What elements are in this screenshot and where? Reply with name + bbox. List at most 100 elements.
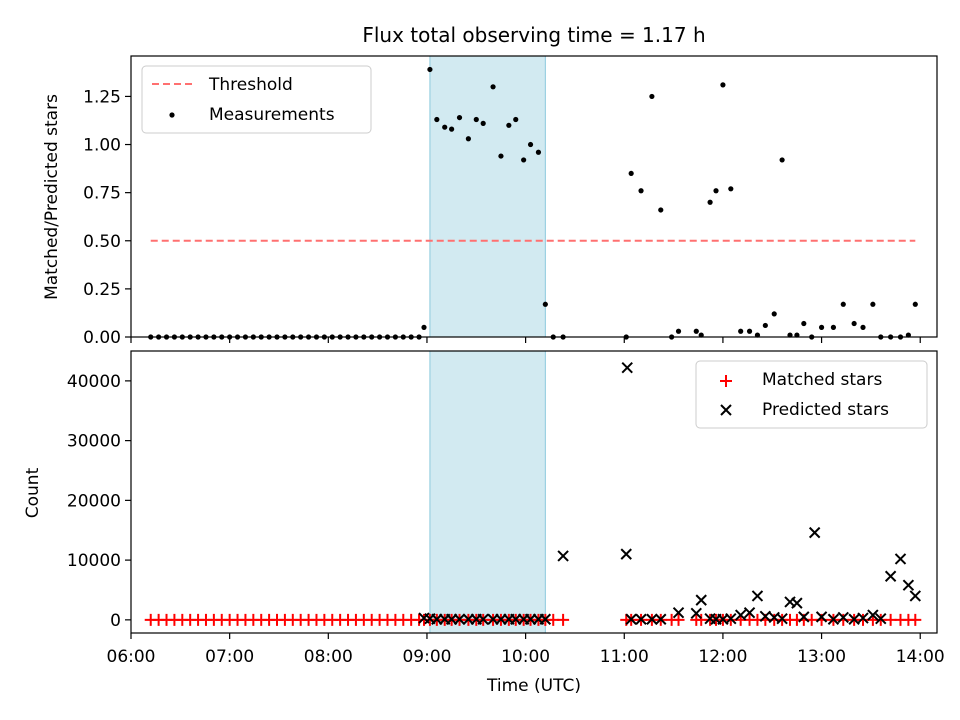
measurement-point [830,324,837,330]
predicted-star-point [453,613,466,625]
matched-legend-label: Matched stars [762,370,882,390]
predicted-star-point [635,613,647,625]
threshold-legend-label: Threshold [208,75,293,95]
predicted-star-point [902,579,915,591]
x-tick-label: 09:00 [402,647,451,667]
measurement-point [638,188,644,194]
measurement-point [851,320,857,327]
predicted-star-point [815,611,828,623]
x-tick-label: 08:00 [304,647,353,667]
bottom-legend: Matched stars Predicted stars [695,360,928,429]
top-x-ticks [130,337,921,343]
y-tick-label: 20000 [67,491,121,511]
measurement-point [713,188,719,194]
top-legend: Threshold Measurements [141,65,372,134]
predicted-star-point [690,607,702,619]
measurement-point [728,186,734,192]
predicted-star-point [884,570,897,582]
matched-legend-swatch [720,375,732,387]
predicted-star-point [848,613,860,625]
top-y-ticks: 0.00 0.25 0.50 0.75 1.00 1.25 [83,87,131,348]
measurements-legend-swatch [169,112,175,118]
y-tick-label: 0.25 [83,280,121,300]
bottom-y-ticks: 0 10000 20000 30000 40000 [67,372,131,631]
matched-star-point [557,613,570,626]
predicted-star-point [827,613,840,625]
predicted-star-point [734,609,747,621]
predicted-star-point [539,613,552,625]
measurement-point [628,170,634,177]
measurement-point [870,301,876,307]
x-tick-label: 14:00 [896,647,945,667]
measurement-point [513,116,519,123]
matched-star-point [909,613,922,626]
predicted-star-point [625,613,637,625]
predicted-star-point [751,590,764,602]
predicted-star-point [875,612,887,625]
y-tick-label: 0.50 [83,232,121,252]
bottom-x-ticks: 06:00 07:00 08:00 09:00 10:00 11:00 12:00 13:00… [107,633,945,667]
measurement-point [506,122,512,128]
y-tick-label: 10000 [67,551,121,571]
y-tick-label: 1.25 [83,87,121,107]
top-axes: 0.00 0.25 0.50 0.75 1.00 1.25 Matched/Predict… [42,55,938,348]
predicted-star-point [808,526,821,539]
predicted-star-point [837,611,849,624]
measurement-point [658,207,664,213]
predicted-star-point [909,590,922,602]
predicted-legend-swatch [720,404,732,416]
chart-title: Flux total observing time = 1.17 h [362,23,705,47]
measurement-point [498,153,504,159]
y-tick-label: 0.00 [83,328,121,348]
measurement-point [746,328,753,334]
measurement-point [794,332,800,338]
x-tick-label: 06:00 [107,647,156,667]
predicted-star-point [655,613,667,625]
y-tick-label: 30000 [67,432,121,452]
x-tick-label: 10:00 [501,647,550,667]
y-tick-label: 40000 [67,372,121,392]
measurements-legend-label: Measurements [209,105,335,125]
predicted-star-point [791,597,803,609]
bottom-axes: 0 10000 20000 30000 40000 06:00 07:00 08:00 09:… [23,350,945,696]
x-tick-label: 07:00 [205,647,254,667]
predicted-star-point [557,550,569,562]
predicted-star-point [725,612,737,625]
predicted-star-point [798,611,810,623]
y-tick-label: 0.75 [83,184,121,204]
measurement-point [771,311,777,317]
y-tick-label: 1.00 [83,136,121,156]
bottom-axes-frame [130,350,938,634]
top-legend-box [141,65,372,134]
predicted-legend-label: Predicted stars [762,400,889,420]
measurement-point [698,332,704,338]
bottom-legend-box [695,360,928,429]
measurement-point [720,82,726,88]
matched-star-point [672,613,685,626]
measurement-point [427,66,433,73]
predicted-star-point [857,612,869,624]
measurement-point [542,301,548,307]
measurement-point [449,126,455,132]
measurement-point [521,157,527,163]
predicted-star-point [646,613,658,625]
predicted-star-point [620,548,632,560]
predicted-star-point [894,553,907,565]
measurement-point [801,320,807,327]
measurement-point [707,199,713,205]
measurement-point [421,324,427,330]
predicted-star-point [867,609,879,621]
measurement-point [762,322,768,329]
measurement-point [649,93,655,100]
top-y-axis-label: Matched/Predicted stars [42,94,62,300]
observing-window-shade [429,55,546,338]
predicted-star-point [776,612,788,625]
measurement-point [465,136,471,142]
top-axes-frame [130,55,938,338]
predicted-star-point [477,613,489,625]
measurement-point [787,332,793,338]
measurement-point [905,332,911,338]
x-tick-label: 11:00 [600,647,649,667]
measurement-point [473,116,479,123]
